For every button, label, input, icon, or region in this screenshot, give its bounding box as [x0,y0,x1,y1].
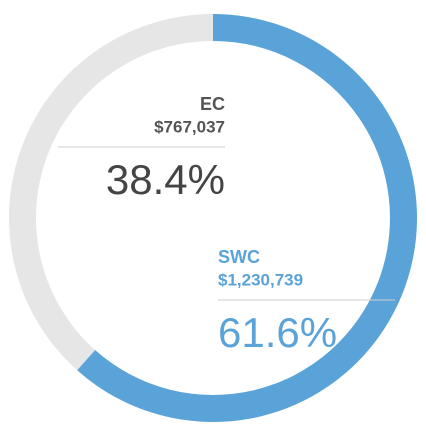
category-label: SWC [218,247,260,267]
percent-label: 61.6% [218,309,337,356]
donut-segment [9,14,213,371]
percent-label: 38.4% [106,156,225,203]
amount-label: $1,230,739 [218,270,303,289]
amount-label: $767,037 [154,117,225,136]
donut-segment [77,14,417,422]
category-label: EC [200,94,225,114]
